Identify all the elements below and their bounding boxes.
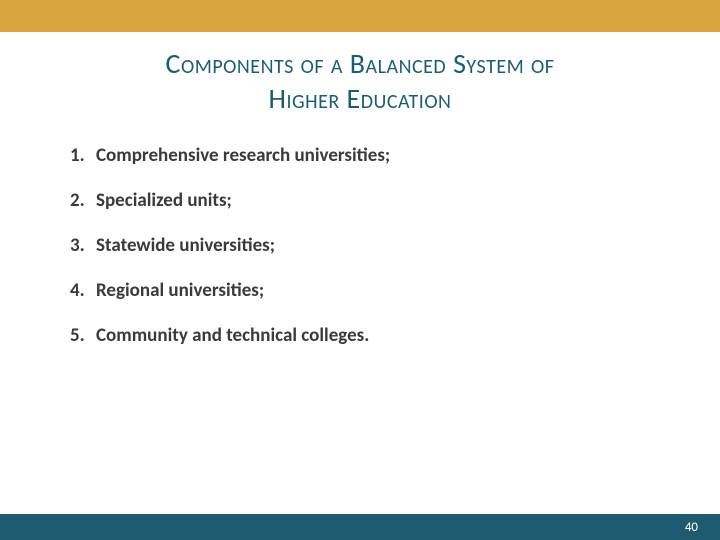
list-number: 3. bbox=[70, 234, 96, 257]
top-accent-bar bbox=[0, 0, 720, 32]
list-text: Community and technical colleges. bbox=[96, 324, 369, 347]
page-number: 40 bbox=[685, 520, 698, 535]
list-item: 3. Statewide universities; bbox=[70, 234, 650, 257]
list-number: 1. bbox=[70, 144, 96, 167]
list-text: Comprehensive research universities; bbox=[96, 144, 390, 167]
slide-title: Components of a Balanced System of Highe… bbox=[0, 32, 720, 116]
list-item: 5. Community and technical colleges. bbox=[70, 324, 650, 347]
title-line-2: Higher Education bbox=[269, 81, 452, 116]
list-item: 1. Comprehensive research universities; bbox=[70, 144, 650, 167]
list-text: Specialized units; bbox=[96, 189, 232, 212]
list-number: 4. bbox=[70, 279, 96, 302]
slide-content: 1. Comprehensive research universities; … bbox=[0, 116, 720, 347]
bottom-accent-bar: 40 bbox=[0, 514, 720, 540]
list-item: 2. Specialized units; bbox=[70, 189, 650, 212]
list-number: 5. bbox=[70, 324, 96, 347]
list-number: 2. bbox=[70, 189, 96, 212]
title-line-1: Components of a Balanced System of bbox=[166, 46, 555, 81]
numbered-list: 1. Comprehensive research universities; … bbox=[70, 144, 650, 347]
list-text: Regional universities; bbox=[96, 279, 264, 302]
list-item: 4. Regional universities; bbox=[70, 279, 650, 302]
list-text: Statewide universities; bbox=[96, 234, 275, 257]
